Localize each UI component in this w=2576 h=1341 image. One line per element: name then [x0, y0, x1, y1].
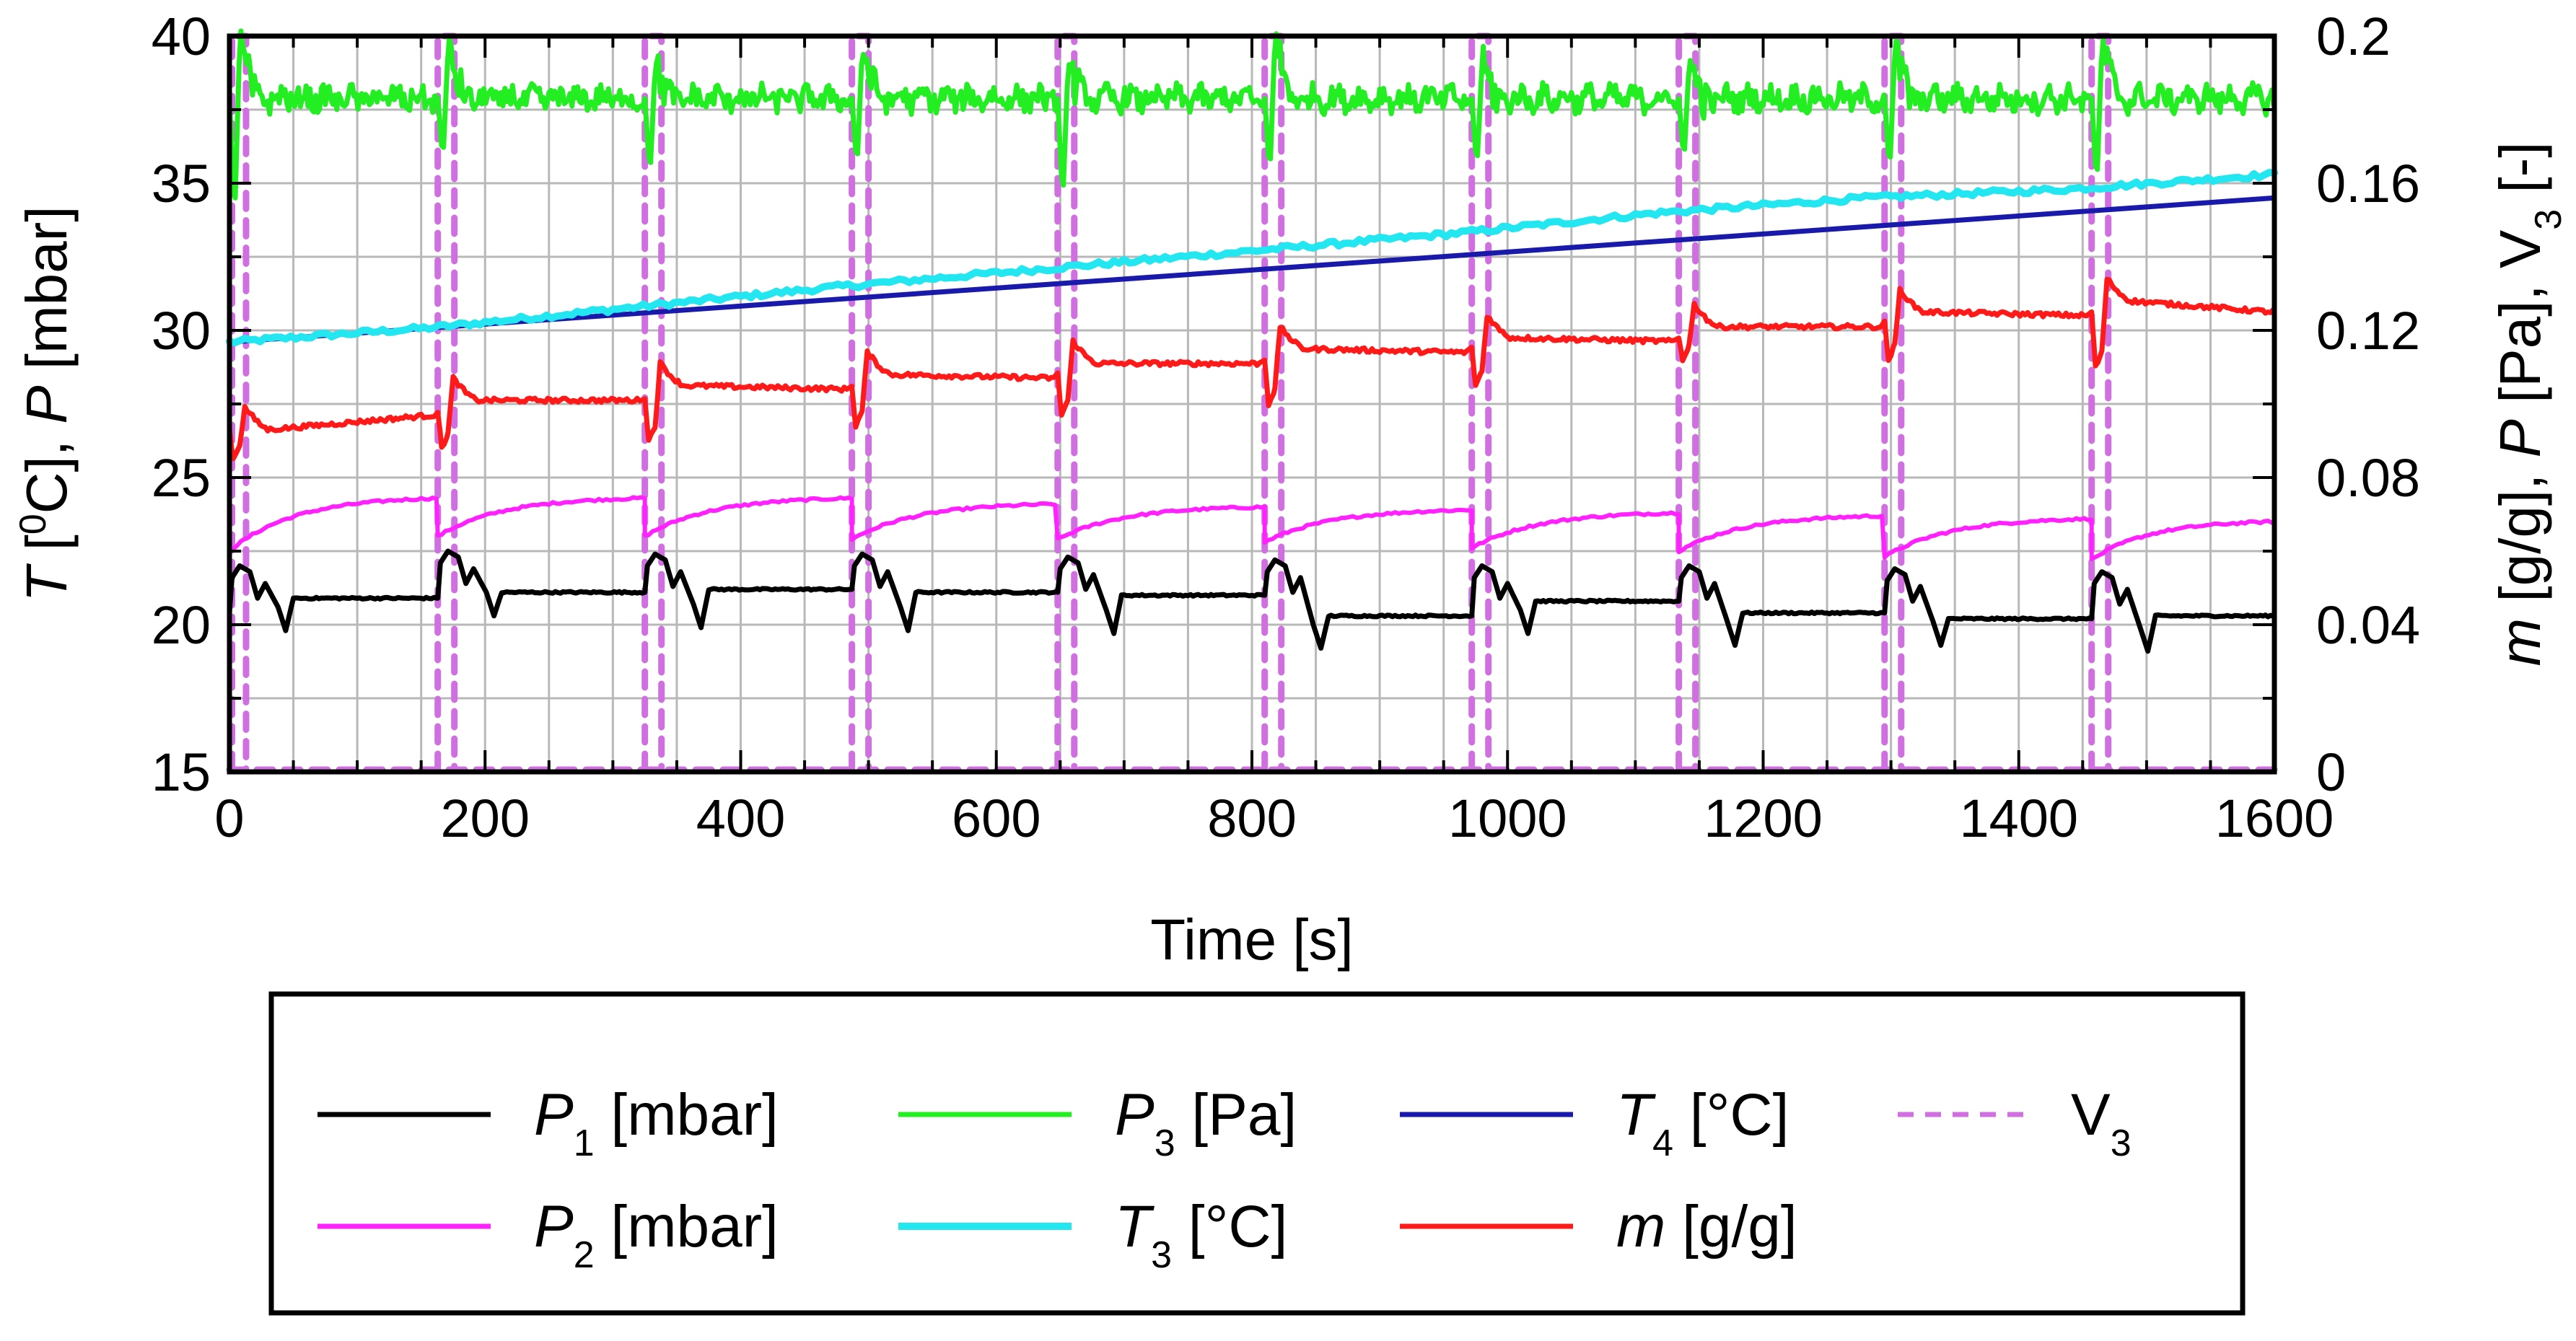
y-right-tick-label: 0.04	[2316, 595, 2420, 655]
legend-label-t3: T3 [°C]	[1115, 1194, 1287, 1276]
x-tick-label: 1200	[1704, 788, 1823, 848]
x-tick-label: 1600	[2215, 788, 2334, 848]
y-right-tick-label: 0.12	[2316, 301, 2420, 361]
y-left-label-part: P	[14, 385, 79, 423]
axis-labels: 0 200 400 600 800 1000 1200 1400 160015202530354…	[12, 6, 2570, 972]
y-left-axis-label: T [0C], P [mbar]	[12, 206, 79, 602]
series-p1-line	[227, 548, 2277, 654]
y-right-label-part: m	[2488, 618, 2552, 667]
legend-label-m: m [g/g]	[1616, 1194, 1797, 1259]
grid-lines	[229, 36, 2274, 772]
y-left-tick-label: 20	[152, 595, 211, 655]
legend-label-p2: P2 [mbar]	[534, 1194, 779, 1276]
y-right-tick-label: 0.16	[2316, 154, 2420, 214]
legend-label-sub: 1	[574, 1122, 595, 1164]
legend-label-sub: 2	[574, 1234, 595, 1276]
legend-label-unit: [Pa]	[1175, 1082, 1297, 1148]
y-right-label-part: [g/g],	[2488, 457, 2552, 617]
x-tick-label: 400	[696, 788, 785, 848]
y-left-label-part: [	[14, 535, 79, 566]
y-left-tick-label: 30	[152, 301, 211, 361]
legend-label-unit: [°C]	[1172, 1194, 1287, 1259]
legend-label-p1: P1 [mbar]	[534, 1082, 779, 1164]
legend-label-t4: T4 [°C]	[1616, 1082, 1789, 1164]
legend-label-sub: 4	[1652, 1122, 1673, 1164]
axes-layer	[227, 33, 2277, 775]
y-right-label-part: 3	[2528, 209, 2570, 230]
legend-label-sub: 3	[1155, 1122, 1175, 1164]
x-tick-label: 600	[952, 788, 1041, 848]
legend-label-symbol: T	[1616, 1082, 1656, 1148]
legend-label-sub: 3	[2111, 1122, 2132, 1164]
legend-label-p3: P3 [Pa]	[1115, 1082, 1297, 1164]
legend-label-symbol: P	[1115, 1082, 1155, 1148]
x-tick-label: 1400	[1959, 788, 2078, 848]
y-left-tick-label: 40	[152, 6, 211, 66]
legend-box	[268, 991, 2246, 1316]
y-left-tick-label: 35	[152, 154, 211, 214]
y-left-tick-label: 25	[152, 448, 211, 508]
series-p2-line	[227, 495, 2274, 561]
series-p3-line	[227, 28, 2277, 201]
x-tick-label: 0	[214, 788, 244, 848]
x-tick-label: 200	[441, 788, 530, 848]
y-right-label-part: [-]	[2488, 142, 2552, 209]
y-left-tick-label: 15	[152, 742, 211, 802]
y-left-label-part: T	[14, 563, 79, 602]
y-right-label-part: P	[2488, 419, 2552, 457]
legend-label-unit: [mbar]	[595, 1194, 779, 1259]
series-m-line	[227, 276, 2277, 462]
legend-label-symbol: m	[1616, 1194, 1665, 1259]
y-left-label-part: C],	[14, 424, 79, 514]
y-right-tick-label: 0.08	[2316, 448, 2420, 508]
y-left-label-part: [mbar]	[14, 206, 79, 385]
legend-label-unit: [mbar]	[595, 1082, 779, 1148]
legend-label-sub: 3	[1151, 1234, 1172, 1276]
legend-label-symbol: T	[1115, 1194, 1155, 1259]
legend-label-unit: [g/g]	[1665, 1194, 1797, 1259]
y-left-label-part: 0	[12, 514, 54, 535]
legend-label-unit: [°C]	[1673, 1082, 1789, 1148]
y-right-label-part: [Pa], V	[2488, 229, 2552, 419]
y-right-axis-label: m [g/g], P [Pa], V3 [-]	[2488, 142, 2570, 667]
legend-label-symbol: P	[534, 1194, 574, 1259]
y-right-tick-label: 0	[2316, 742, 2346, 802]
series-t3-line	[226, 169, 2278, 347]
y-right-tick-label: 0.2	[2316, 6, 2391, 66]
x-axis-label: Time [s]	[1150, 907, 1353, 972]
legend-label-symbol: P	[534, 1082, 574, 1148]
legend-label-v3: V3	[2071, 1082, 2132, 1164]
legend-label-part: V	[2071, 1082, 2111, 1148]
x-tick-label: 800	[1207, 788, 1296, 848]
x-tick-label: 1000	[1448, 788, 1567, 848]
